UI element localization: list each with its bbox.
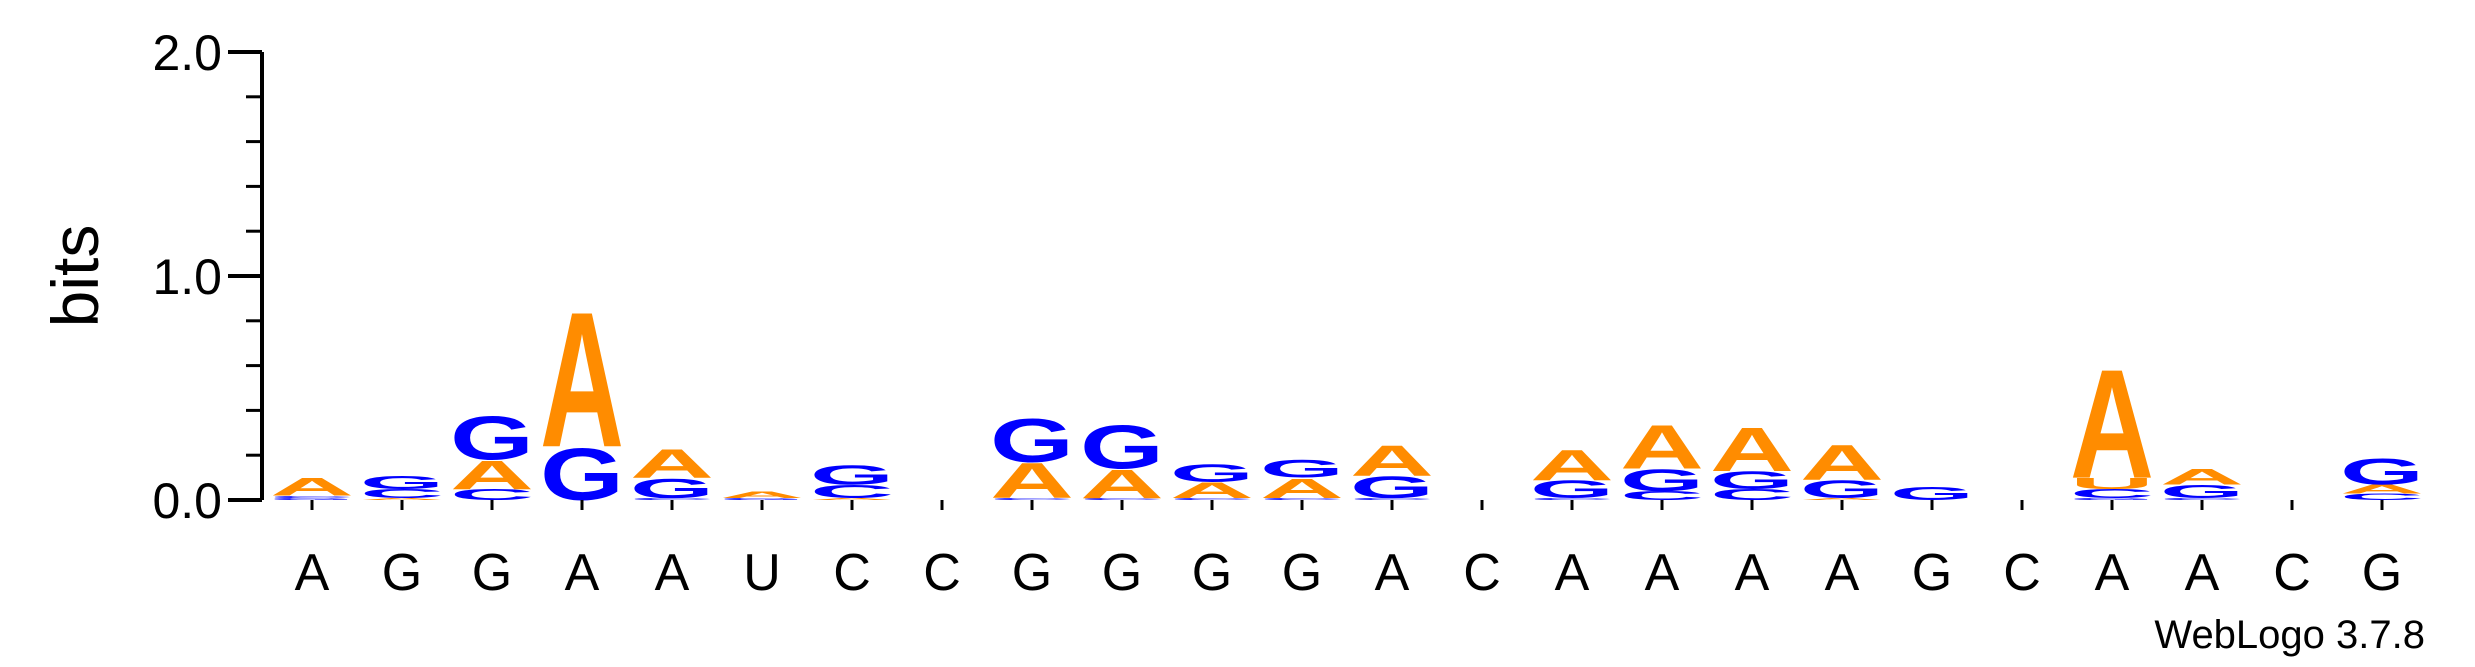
y-tick-label: 2.0	[152, 25, 222, 81]
position-label: G	[2362, 544, 2402, 602]
position-label: G	[1282, 544, 1322, 602]
logo-glyph-g: G	[1890, 483, 1974, 504]
position-label: A	[1375, 544, 1410, 602]
position-label: A	[1825, 544, 1860, 602]
position-label: A	[2095, 544, 2130, 602]
logo-glyph-g: G	[1350, 470, 1434, 505]
position-label: C	[2273, 544, 2311, 602]
logo-glyph-a: A	[1800, 497, 1884, 500]
position-label: A	[565, 544, 600, 602]
logo-glyph-g: G	[270, 497, 354, 500]
logo-glyph-a: A	[1530, 440, 1614, 489]
logo-glyph-g: G	[720, 497, 804, 500]
logo-glyph-a: A	[1800, 435, 1884, 491]
logo-glyph-c: C	[1350, 497, 1434, 500]
logo-glyph-c: C	[270, 495, 354, 498]
position-label: G	[1012, 544, 1052, 602]
weblogo-credit: WebLogo 3.7.8	[2154, 613, 2425, 657]
logo-glyph-g: G	[2070, 497, 2154, 500]
position-label: A	[1735, 544, 1770, 602]
logo-glyph-g: G	[1260, 455, 1344, 483]
logo-glyph-g: G	[1530, 475, 1614, 503]
logo-glyph-c: C	[1260, 497, 1344, 500]
logo-glyph-a: A	[540, 272, 624, 488]
y-axis-title: bits	[38, 225, 112, 328]
logo-glyph-a: A	[1350, 436, 1434, 485]
logo-glyph-c: C	[1620, 489, 1704, 503]
position-label: A	[1555, 544, 1590, 602]
logo-glyph-c: C	[1710, 486, 1794, 503]
logo-glyph-a: A	[1260, 472, 1344, 503]
logo-glyph-a: A	[630, 441, 714, 486]
logo-glyph-a: A	[2340, 482, 2424, 496]
position-label: C	[1463, 544, 1501, 602]
position-label: A	[1645, 544, 1680, 602]
logo-glyph-c: C	[1080, 497, 1164, 500]
logo-glyph-a: A	[2070, 338, 2154, 511]
y-tick-label: 0.0	[152, 473, 222, 529]
logo-glyph-a: A	[1620, 413, 1704, 482]
logo-glyph-a: A	[810, 497, 894, 500]
logo-glyph-a: A	[360, 497, 444, 500]
logo-glyph-c: C	[1530, 497, 1614, 500]
position-label: G	[1912, 544, 1952, 602]
logo-glyph-u: U	[2070, 475, 2154, 492]
position-label: G	[472, 544, 512, 602]
y-tick-label: 1.0	[152, 249, 222, 305]
logo-glyph-c: C	[1170, 497, 1254, 500]
logo-glyph-g: G	[1080, 412, 1164, 482]
logo-glyph-a: A	[270, 473, 354, 501]
position-label: C	[833, 544, 871, 602]
logo-glyph-a: A	[990, 453, 1074, 509]
logo-glyph-g: G	[810, 459, 894, 490]
position-label: C	[923, 544, 961, 602]
position-label: A	[2185, 544, 2220, 602]
logo-glyph-a: A	[1080, 462, 1164, 507]
logo-glyph-g: G	[450, 403, 534, 473]
logo-glyph-c: C	[2160, 497, 2244, 500]
logo-glyph-g: G	[360, 472, 444, 493]
logo-glyph-c: C	[2340, 492, 2424, 502]
logo-glyph-g: G	[1170, 460, 1254, 488]
logo-glyph-g: G	[630, 473, 714, 504]
logo-glyph-c: C	[810, 481, 894, 502]
position-label: G	[1192, 544, 1232, 602]
logo-glyph-g: G	[2340, 451, 2424, 493]
logo-glyph-c: C	[990, 497, 1074, 500]
logo-glyph-a: A	[450, 453, 534, 498]
logo-glyph-g: G	[1800, 475, 1884, 503]
logo-glyph-a: A	[1170, 478, 1254, 502]
logo-glyph-a: A	[2160, 465, 2244, 489]
logo-glyph-g: G	[1620, 463, 1704, 498]
logo-glyph-c: C	[2070, 486, 2154, 500]
logo-glyph-g: G	[990, 405, 1074, 475]
position-label: A	[655, 544, 690, 602]
logo-glyph-a: A	[720, 489, 804, 499]
logo-glyph-c: C	[630, 497, 714, 500]
y-axis: 0.0 1.0 2.0	[152, 25, 264, 529]
logo-glyph-a: A	[1710, 415, 1794, 484]
logo-glyph-c: C	[360, 486, 444, 500]
position-label: G	[382, 544, 422, 602]
logo-glyph-g: G	[1710, 466, 1794, 494]
logo-glyph-c: C	[450, 486, 534, 503]
position-label: C	[2003, 544, 2041, 602]
position-label: U	[743, 544, 781, 602]
position-label: G	[1102, 544, 1142, 602]
position-label: A	[295, 544, 330, 602]
logo-glyph-g: G	[2160, 481, 2244, 502]
